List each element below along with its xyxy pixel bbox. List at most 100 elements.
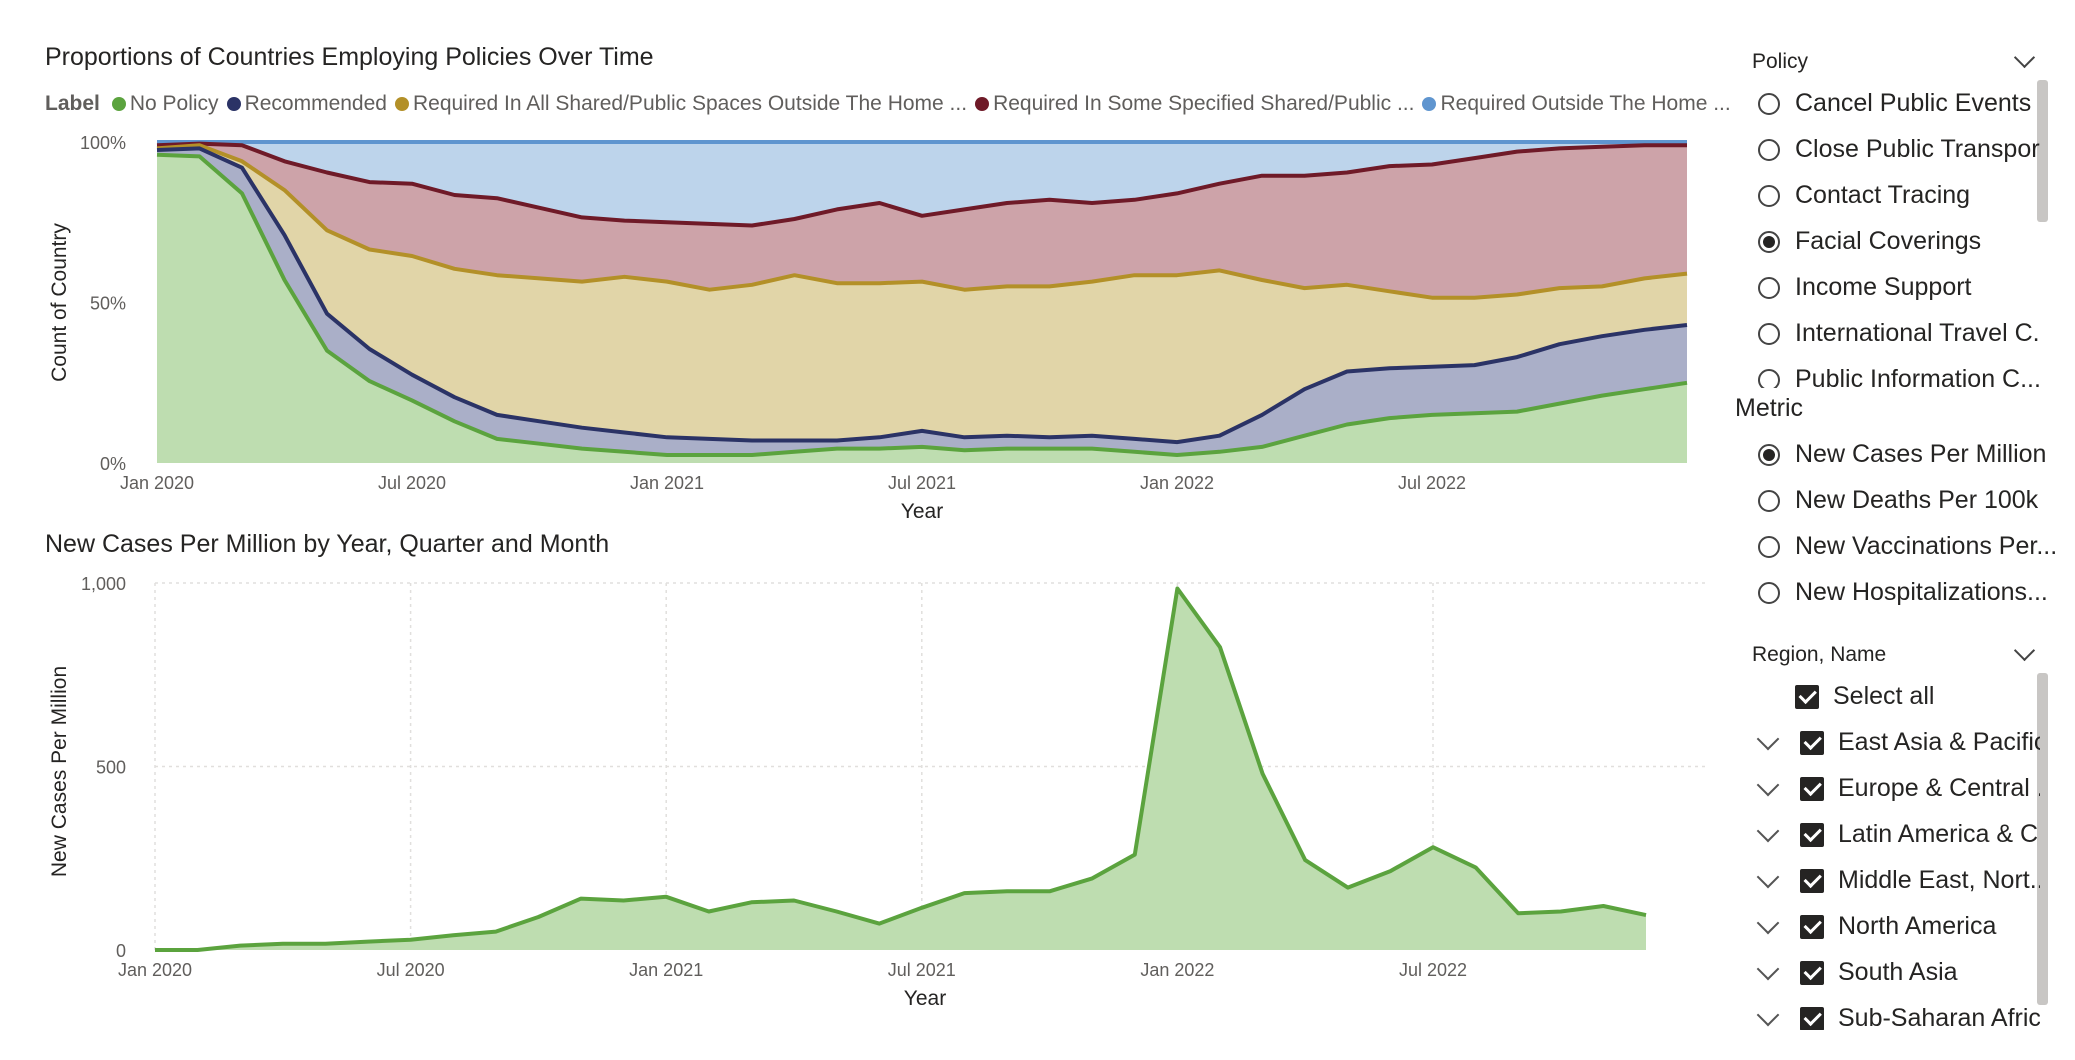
area-no-policy: [157, 154, 1687, 464]
radio-selected-icon: [1758, 230, 1780, 253]
expand-chevron-icon[interactable]: [1756, 1003, 1780, 1026]
y-tick-label: 1,000: [81, 574, 126, 594]
checkbox-checked-icon: [1800, 776, 1824, 801]
chevron-down-icon[interactable]: [2013, 46, 2036, 69]
policy-option-contact-tracing[interactable]: Contact Tracing: [1758, 181, 1970, 210]
region-item-east-asia-pacific[interactable]: East Asia & Pacific: [1756, 727, 2040, 757]
y-tick-label: 50%: [90, 294, 126, 314]
legend-text: Recommended: [244, 92, 387, 115]
region-item-label: Middle East, Nort...: [1838, 866, 2040, 894]
radio-icon: [1758, 489, 1780, 512]
region-slicer-scrollbar[interactable]: [2037, 673, 2048, 1005]
y-axis-title: New Cases Per Million: [48, 666, 71, 877]
region-item-north-america[interactable]: North America: [1756, 911, 1997, 941]
x-tick-label: Jan 2020: [120, 473, 194, 493]
checkbox-checked-icon: [1795, 684, 1819, 709]
x-axis-title: Year: [904, 987, 946, 1010]
policy-option-label: Facial Coverings: [1795, 227, 1982, 255]
checkbox-checked-icon: [1800, 960, 1824, 985]
y-tick-label: 0: [116, 941, 126, 961]
legend-marker: [226, 97, 241, 111]
policy-option-facial-coverings[interactable]: Facial Coverings: [1758, 227, 1981, 256]
legend-text: Required In Some Specified Shared/Public…: [993, 92, 1415, 115]
policy-area-chart[interactable]: 100% 50% 0%Jan 2020 Jul 2020 Jan 2021 Jul 202…: [0, 0, 1720, 530]
expand-chevron-icon[interactable]: [1756, 957, 1780, 980]
line-required-in-all-shared-public-spaces-outside-the-home: [156, 143, 1688, 300]
region-item-label: North America: [1838, 912, 1997, 940]
policy-slicer-header: Policy: [1752, 50, 1809, 73]
policy-option-cancel-public-events[interactable]: Cancel Public Events: [1758, 89, 2031, 118]
legend-item-required-all-shared[interactable]: Required In All Shared/Public Spaces Out…: [394, 92, 967, 116]
policy-chart-title: Proportions of Countries Employing Polic…: [45, 43, 654, 71]
metric-option-label: New Vaccinations Per...: [1795, 532, 2058, 560]
line-required-in-some-specified-shared-public: [156, 141, 1687, 228]
policy-option-international-travel[interactable]: International Travel C...: [1758, 319, 2040, 348]
expand-chevron-icon[interactable]: [1756, 911, 1780, 934]
radio-icon: [1758, 276, 1780, 299]
metric-option-new-deaths[interactable]: New Deaths Per 100k: [1758, 486, 2038, 515]
x-tick-label: Jul 2020: [377, 960, 445, 980]
region-item-south-asia[interactable]: South Asia: [1756, 957, 1958, 987]
region-item-europe-central[interactable]: Europe & Central ...: [1756, 773, 2040, 803]
expand-chevron-icon[interactable]: [1756, 727, 1780, 750]
legend-marker: [394, 97, 409, 111]
radio-selected-icon: [1758, 443, 1780, 466]
checkbox-checked-icon: [1800, 1006, 1824, 1030]
x-tick-label: Jul 2021: [888, 960, 956, 980]
metric-option-new-cases[interactable]: New Cases Per Million: [1758, 440, 2046, 469]
legend-item-required-outside-home[interactable]: Required Outside The Home ...: [1422, 92, 1731, 116]
legend-text: Required Outside The Home ...: [1440, 92, 1731, 115]
policy-slicer-scrollbar[interactable]: [2037, 80, 2048, 222]
region-item-middle-east[interactable]: Middle East, Nort...: [1756, 865, 2040, 895]
policy-slicer-list: Cancel Public Events Close Public Transp…: [1750, 80, 2040, 388]
legend-label: Label: [45, 92, 100, 115]
metric-slicer-header: Metric: [1735, 394, 1804, 422]
policy-option-label: Close Public Transport: [1795, 135, 2040, 163]
x-tick-label: Jul 2022: [1398, 473, 1466, 493]
checkbox-checked-icon: [1800, 730, 1824, 755]
legend-marker: [975, 97, 990, 111]
radio-icon: [1758, 92, 1780, 115]
metric-option-new-hospitalizations[interactable]: New Hospitalizations...: [1758, 578, 2048, 607]
legend-marker: [111, 97, 126, 111]
y-tick-label: 500: [96, 758, 126, 778]
legend-item-required-some-shared[interactable]: Required In Some Specified Shared/Public…: [975, 92, 1414, 116]
radio-icon: [1758, 535, 1780, 558]
policy-option-income-support[interactable]: Income Support: [1758, 273, 1972, 302]
x-tick-label: Jan 2022: [1140, 960, 1214, 980]
radio-icon: [1758, 581, 1780, 604]
policy-option-label: Cancel Public Events: [1795, 89, 2032, 117]
line-recommended: [156, 146, 1688, 445]
legend-item-no-policy[interactable]: No Policy: [111, 92, 219, 116]
policy-option-label: Public Information C...: [1795, 365, 2040, 388]
radio-icon: [1758, 322, 1780, 345]
region-slicer-header: Region, Name: [1752, 643, 1887, 666]
expand-chevron-icon[interactable]: [1756, 773, 1780, 796]
region-item-label: Latin America & C...: [1838, 820, 2040, 848]
area-required-outside-the-home: [157, 142, 1687, 226]
legend-item-recommended[interactable]: Recommended: [226, 92, 387, 116]
checkbox-checked-icon: [1800, 868, 1824, 893]
cases-chart-title: New Cases Per Million by Year, Quarter a…: [45, 530, 610, 558]
policy-option-public-information[interactable]: Public Information C...: [1758, 365, 2040, 388]
metric-option-new-vaccinations[interactable]: New Vaccinations Per...: [1758, 532, 2057, 561]
expand-chevron-icon[interactable]: [1756, 819, 1780, 842]
region-item-label: Europe & Central ...: [1838, 774, 2040, 802]
chevron-down-icon[interactable]: [2013, 639, 2036, 662]
line-no-policy: [156, 152, 1688, 457]
region-slicer-list: Select all East Asia & Pacific Europe & …: [1750, 678, 2040, 1030]
policy-option-label: International Travel C...: [1795, 319, 2040, 347]
legend-text: No Policy: [129, 92, 219, 115]
radio-icon: [1758, 368, 1780, 388]
region-select-all[interactable]: Select all: [1795, 682, 1934, 711]
region-item-label: Sub-Saharan Africa: [1838, 1004, 2040, 1030]
region-item-sub-saharan-africa[interactable]: Sub-Saharan Africa: [1756, 1003, 2040, 1030]
policy-option-close-public-transport[interactable]: Close Public Transport: [1758, 135, 2040, 164]
x-tick-label: Jul 2021: [888, 473, 956, 493]
area-required-in-all-shared-public-spaces-outside-the-home: [157, 145, 1687, 443]
x-axis-title: Year: [901, 500, 943, 523]
region-item-latin-america[interactable]: Latin America & C...: [1756, 819, 2040, 849]
expand-chevron-icon[interactable]: [1756, 865, 1780, 888]
radio-icon: [1758, 138, 1780, 161]
